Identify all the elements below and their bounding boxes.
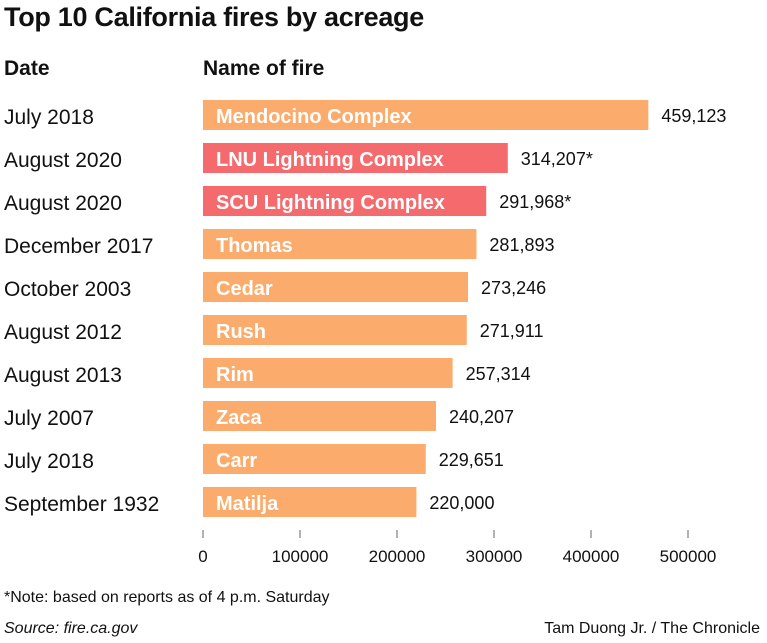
date-label: October 2003 bbox=[4, 278, 131, 301]
x-tick-label: 200000 bbox=[369, 547, 426, 566]
bar-name-label: Carr bbox=[216, 450, 257, 472]
bar-name-label: Zaca bbox=[216, 407, 262, 429]
bar bbox=[203, 229, 477, 259]
value-label: 271,911 bbox=[480, 321, 544, 341]
value-label: 257,314 bbox=[466, 364, 531, 384]
x-tick-label: 0 bbox=[198, 547, 207, 566]
x-tick-label: 500000 bbox=[660, 547, 717, 566]
bar-name-label: SCU Lightning Complex bbox=[216, 192, 445, 214]
bar-name-label: Rim bbox=[216, 364, 254, 386]
chart-title: Top 10 California fires by acreage bbox=[4, 2, 424, 32]
date-label: July 2018 bbox=[4, 450, 94, 473]
value-label: 291,968* bbox=[499, 192, 571, 212]
bar bbox=[203, 401, 437, 431]
credit-line: Tam Duong Jr. / The Chronicle bbox=[544, 620, 760, 637]
date-label: August 2012 bbox=[4, 321, 122, 344]
bar-name-label: Thomas bbox=[216, 235, 293, 257]
bar bbox=[203, 272, 469, 302]
bar-name-label: Rush bbox=[216, 321, 266, 343]
name-column-header: Name of fire bbox=[203, 57, 325, 80]
x-tick-label: 400000 bbox=[563, 547, 620, 566]
footnote: *Note: based on reports as of 4 p.m. Sat… bbox=[4, 589, 330, 606]
bar bbox=[203, 100, 649, 130]
date-label: September 1932 bbox=[4, 493, 159, 516]
value-label: 459,123 bbox=[661, 106, 726, 126]
date-label: August 2013 bbox=[4, 364, 122, 387]
x-tick-label: 300000 bbox=[466, 547, 523, 566]
date-label: December 2017 bbox=[4, 235, 153, 258]
x-tick-label: 100000 bbox=[272, 547, 329, 566]
bar bbox=[203, 444, 426, 474]
bar-chart: Mendocino Complex July 2018 459,123 LNU Lig… bbox=[4, 100, 726, 566]
value-label: 240,207 bbox=[449, 407, 514, 427]
value-label: 314,207* bbox=[521, 149, 593, 169]
date-label: July 2018 bbox=[4, 106, 94, 129]
date-label: August 2020 bbox=[4, 192, 122, 215]
bar-name-label: Mendocino Complex bbox=[216, 106, 412, 128]
date-label: August 2020 bbox=[4, 149, 122, 172]
bar bbox=[203, 186, 487, 216]
bar bbox=[203, 143, 508, 173]
value-label: 281,893 bbox=[489, 235, 554, 255]
bar-name-label: Cedar bbox=[216, 278, 273, 300]
bar bbox=[203, 358, 453, 388]
value-label: 273,246 bbox=[481, 278, 546, 298]
date-column-header: Date bbox=[4, 57, 50, 80]
date-label: July 2007 bbox=[4, 407, 94, 430]
value-label: 220,000 bbox=[429, 493, 494, 513]
value-label: 229,651 bbox=[439, 450, 504, 470]
bar bbox=[203, 315, 467, 345]
bar bbox=[203, 487, 417, 517]
bar-name-label: Matilja bbox=[216, 493, 279, 515]
bar-name-label: LNU Lightning Complex bbox=[216, 149, 444, 171]
source-note: Source: fire.ca.gov bbox=[4, 620, 138, 637]
